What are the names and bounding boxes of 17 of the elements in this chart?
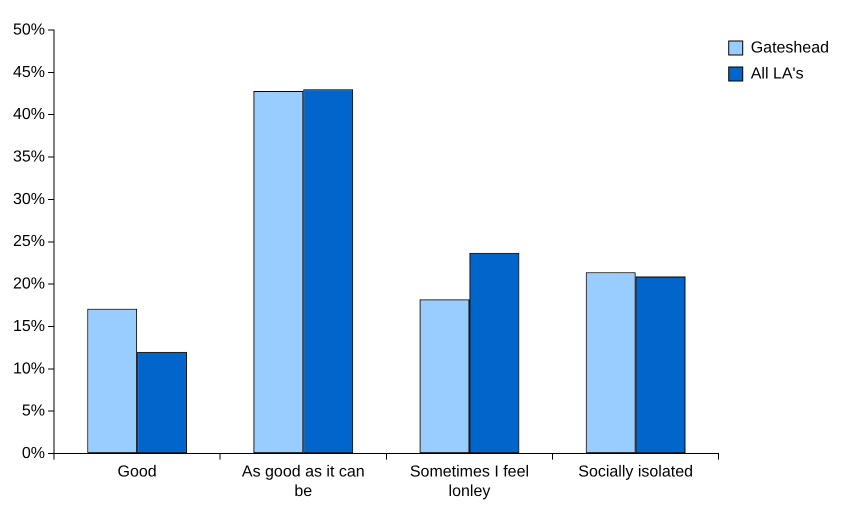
y-tick-label: 5%	[22, 402, 46, 420]
y-tick-label: 45%	[12, 64, 46, 81]
y-tick-label: 40%	[12, 106, 46, 124]
y-tick-label: 15%	[12, 318, 46, 335]
y-tick-label: 0%	[22, 445, 46, 462]
y-tick-label: 50%	[12, 21, 46, 38]
x-tick-label: As good as it can be	[242, 464, 365, 500]
y-tick-label: 30%	[12, 190, 46, 208]
legend-label: Gateshead	[750, 39, 829, 56]
x-tick-label: Socially isolated	[578, 464, 693, 481]
y-tick-label: 25%	[12, 233, 46, 250]
y-tick-label: 10%	[12, 360, 46, 378]
x-tick-label: Good	[118, 464, 157, 481]
y-tick-label: 35%	[12, 148, 46, 166]
y-tick-label: 20%	[12, 276, 46, 293]
x-tick-label: Sometimes I feel lonley	[410, 464, 530, 500]
legend-label: All LA's	[750, 65, 804, 82]
